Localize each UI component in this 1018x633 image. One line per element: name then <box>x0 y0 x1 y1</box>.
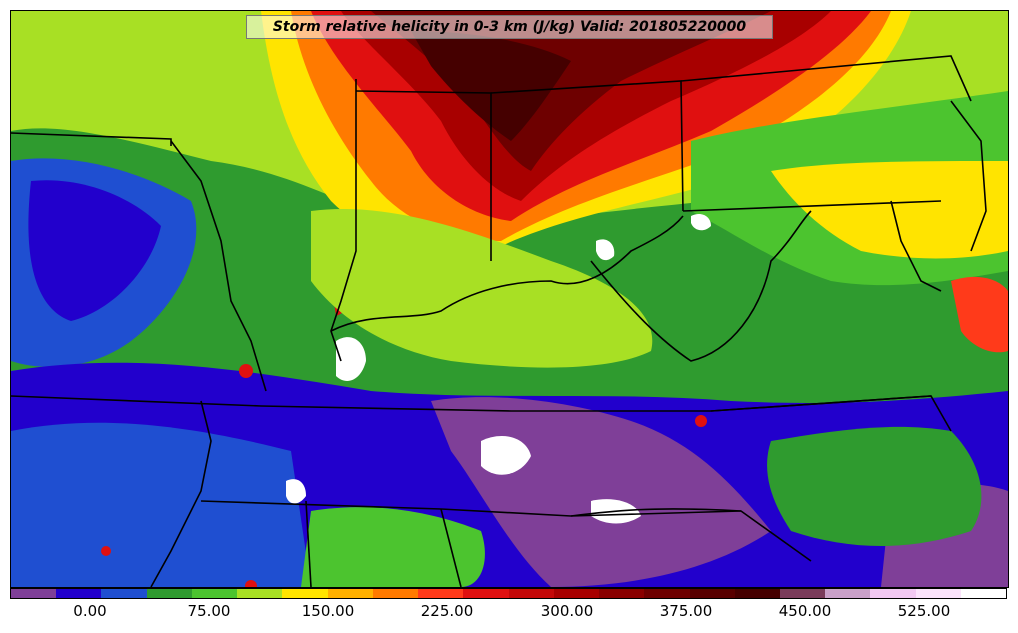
white-pocket-1 <box>336 337 366 381</box>
colorbar-tick-label: 150.00 <box>301 602 355 620</box>
border-md-de <box>890 200 942 292</box>
border-illinois-north <box>11 132 172 146</box>
border-al-ga <box>440 508 462 587</box>
white-pocket-5 <box>596 239 615 261</box>
border-illinois-west <box>170 140 267 392</box>
colorbar-tick-label: 225.00 <box>420 602 474 620</box>
north-core-area <box>411 31 571 141</box>
colorbar-segment <box>825 589 871 598</box>
state-borders <box>11 55 987 587</box>
colorbar-segment <box>191 589 238 598</box>
border-nj <box>950 100 987 252</box>
red-speck-2 <box>245 580 257 587</box>
colorbar-segment <box>779 589 826 598</box>
colorbar-segment <box>282 589 328 598</box>
colorbar-tick-label: 450.00 <box>778 602 832 620</box>
colorbar-segment <box>146 589 192 598</box>
colorbar-segment <box>870 589 916 598</box>
colorbar-segment <box>689 589 735 598</box>
border-wv-va <box>590 210 812 362</box>
colorbar-segment <box>418 589 464 598</box>
colorbar-segment <box>463 589 509 598</box>
colorbar-segment <box>508 589 554 598</box>
colorbar-segment <box>734 589 780 598</box>
east-yellow-area <box>771 161 1008 259</box>
colorbar-tick-label: 0.00 <box>73 602 107 620</box>
border-missouri-ky <box>150 400 212 587</box>
colorbar-segment <box>644 589 690 598</box>
south-mid-blue-area <box>11 422 311 587</box>
colorbar-segment <box>327 589 373 598</box>
colorbar-tick-label: 300.00 <box>540 602 594 620</box>
colorbar-segment <box>960 589 1007 598</box>
border-pa-north <box>680 55 972 102</box>
colorbar-segment <box>915 589 961 598</box>
west-deep-blue-area <box>28 180 162 321</box>
colorbar-segment <box>553 589 600 598</box>
border-illinois-east <box>330 79 357 362</box>
colorbar-segment <box>237 589 283 598</box>
colorbar-segment <box>372 589 419 598</box>
colorbar-segment <box>599 589 645 598</box>
east-red-area <box>951 276 1008 353</box>
colorbar-tick-label: 375.00 <box>659 602 713 620</box>
border-nc-sc <box>570 508 812 562</box>
border-va-nc <box>710 395 952 432</box>
colorbar-tick-labels: 0.00 75.00 150.00 225.00 300.00 375.00 450.00 5… <box>10 602 1007 622</box>
white-pocket-4 <box>286 479 306 504</box>
red-speck-3 <box>695 415 707 427</box>
helicity-field <box>11 11 1008 587</box>
red-speck-4 <box>101 546 111 556</box>
colorbar-segment <box>101 589 147 598</box>
colorbar <box>10 588 1007 599</box>
colorbar-segment <box>11 589 57 598</box>
white-pocket-2 <box>481 436 531 475</box>
border-tn-south <box>200 500 742 517</box>
map-title: Storm relative helicity in 0-3 km (J/kg)… <box>272 19 747 35</box>
map-panel <box>10 10 1009 588</box>
south-green-area <box>301 507 485 587</box>
border-ohio-river <box>330 215 684 332</box>
colorbar-tick-label: 525.00 <box>897 602 951 620</box>
border-ms-al <box>305 500 312 587</box>
border-pa-south <box>682 200 942 212</box>
red-speck-1 <box>239 364 253 378</box>
colorbar-segment <box>56 589 102 598</box>
white-pocket-6 <box>691 214 711 231</box>
central-lime-area <box>311 209 653 368</box>
map-title-box: Storm relative helicity in 0-3 km (J/kg)… <box>246 15 773 39</box>
carolina-green-area <box>767 426 982 546</box>
colorbar-tick-label: 75.00 <box>187 602 231 620</box>
